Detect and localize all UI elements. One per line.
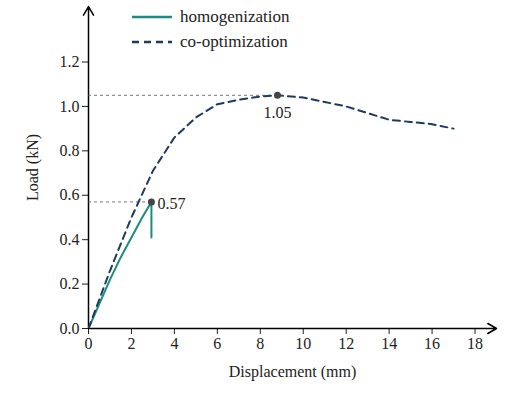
- svg-text:8: 8: [256, 335, 264, 352]
- svg-text:12: 12: [338, 335, 354, 352]
- svg-text:0.0: 0.0: [60, 320, 80, 337]
- svg-text:18: 18: [467, 335, 483, 352]
- svg-text:0.57: 0.57: [157, 195, 185, 212]
- svg-text:0: 0: [85, 335, 93, 352]
- svg-text:1.2: 1.2: [60, 53, 80, 70]
- svg-text:16: 16: [424, 335, 440, 352]
- svg-text:0.8: 0.8: [60, 142, 80, 159]
- html-text:co-optimization: co-optimization: [180, 31, 288, 51]
- svg-text:6: 6: [213, 335, 221, 352]
- svg-text:0.4: 0.4: [60, 231, 80, 248]
- svg-text:Displacement (mm): Displacement (mm): [229, 363, 357, 381]
- svg-text:0.2: 0.2: [60, 275, 80, 292]
- svg-text:0.6: 0.6: [60, 186, 80, 203]
- svg-text:1.0: 1.0: [60, 98, 80, 115]
- html-text:homogenization: homogenization: [180, 6, 290, 26]
- svg-text:14: 14: [381, 335, 397, 352]
- svg-text:2: 2: [127, 335, 135, 352]
- svg-text:1.05: 1.05: [263, 104, 291, 121]
- svg-text:Load (kN): Load (kN): [24, 134, 42, 201]
- svg-text:10: 10: [295, 335, 311, 352]
- svg-text:4: 4: [170, 335, 178, 352]
